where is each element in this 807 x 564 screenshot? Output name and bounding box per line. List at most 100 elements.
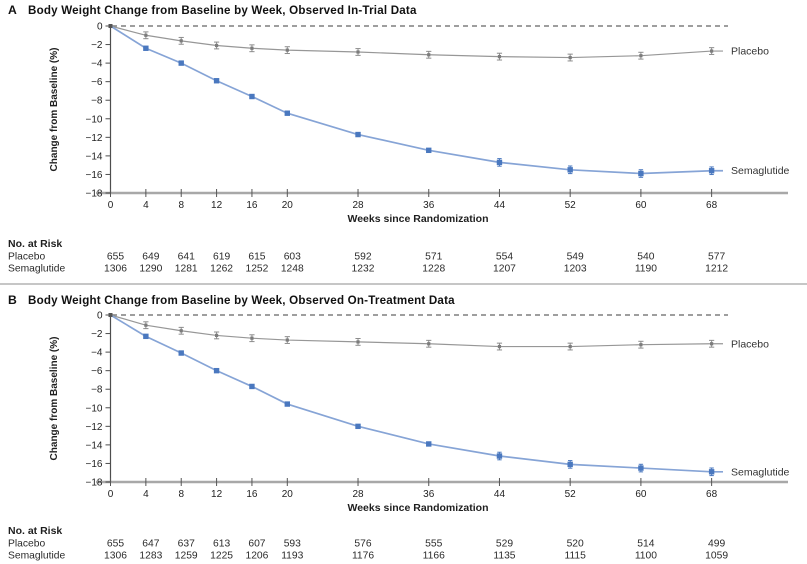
risk-count: 619 [213,252,230,263]
data-point-marker [178,60,184,66]
risk-count: 641 [178,252,195,263]
x-tick-label: 52 [565,489,577,500]
y-tick-label: −10 [86,114,103,125]
data-point-marker [708,168,715,174]
risk-count: 593 [284,539,301,550]
risk-count: 1290 [139,264,162,275]
data-point-marker [496,159,503,166]
y-tick-label: −8 [91,385,103,396]
risk-count: 1059 [705,551,728,562]
panel-b-title-text: Body Weight Change from Baseline by Week… [28,294,455,307]
risk-count: 1228 [422,264,445,275]
x-tick-label: 60 [635,489,647,500]
data-point-marker [710,342,714,346]
data-point-marker [285,338,289,342]
data-point-marker [638,170,644,177]
data-point-marker [567,461,573,468]
panel-b-title: B Body Weight Change from Baseline by Wee… [8,293,455,307]
data-point-marker [108,24,113,28]
series-line-placebo [110,314,723,348]
data-point-marker [355,131,361,138]
data-point-marker [144,33,148,37]
x-tick-label: 8 [178,489,184,500]
data-point-marker [710,49,714,53]
risk-count: 1281 [175,264,198,275]
risk-count: 576 [354,539,371,550]
risk-count: 1248 [281,264,304,275]
risk-count: 1252 [245,264,268,275]
x-tick-label: 20 [282,489,294,500]
risk-count: 1166 [423,551,445,562]
risk-count: 1283 [139,551,162,562]
data-point-marker [496,453,503,459]
x-tick-label: 36 [423,200,435,211]
data-point-marker [356,50,360,54]
data-point-marker [249,383,255,390]
y-tick-label: −16 [86,459,103,470]
data-point-marker [144,323,148,327]
data-point-marker [143,333,149,340]
data-point-marker [427,53,431,57]
risk-row-label: Semaglutide [8,551,66,562]
x-tick-label: 28 [352,489,364,500]
y-tick-label: 0 [97,311,103,322]
data-point-marker [214,333,219,338]
data-point-marker [497,55,502,59]
risk-count: 649 [142,252,159,263]
data-point-marker [708,469,715,475]
x-tick-label: 0 [108,200,114,211]
data-point-marker [568,55,572,60]
risk-count: 571 [425,252,442,263]
risk-count: 499 [708,539,725,550]
data-point-marker [568,344,572,349]
y-tick-label: −14 [86,151,103,162]
y-tick-label: −16 [86,170,103,181]
x-tick-label: 20 [282,200,294,211]
y-tick-label: −2 [91,329,103,340]
x-axis-title: Weeks since Randomization [347,213,488,225]
risk-count: 655 [107,539,124,550]
risk-count: 1135 [493,551,515,562]
risk-count: 1262 [210,264,233,275]
risk-count: 615 [248,252,265,263]
panel-divider [0,283,807,285]
x-tick-label: 4 [143,489,149,500]
series-label-semaglutide: Semaglutide [731,165,790,177]
risk-count: 1259 [175,551,198,562]
panel-a-title: A Body Weight Change from Baseline by Wee… [8,3,417,17]
risk-count: 1176 [352,551,374,562]
panel-a-letter: A [8,3,18,17]
data-point-marker [356,340,360,344]
data-point-marker [179,39,183,43]
y-tick-label: −10 [86,403,103,414]
risk-count: 520 [567,539,584,550]
y-tick-label: −6 [91,77,103,88]
x-tick-label: 60 [635,200,647,211]
y-tick-label: −4 [91,59,103,70]
data-point-marker [426,441,432,447]
risk-count: 1190 [635,264,657,275]
panel-a-title-text: Body Weight Change from Baseline by Week… [28,4,417,17]
x-tick-label: 0 [108,489,114,500]
data-point-marker [638,465,644,471]
risk-count: 1225 [210,551,233,562]
risk-count: 607 [248,539,265,550]
data-point-marker [284,110,290,116]
data-point-marker [497,344,502,349]
risk-count: 1193 [281,551,303,562]
y-tick-label: −12 [86,133,103,144]
panel-b-letter: B [8,293,18,307]
y-tick-label: −18 [86,189,103,200]
x-tick-label: 44 [494,200,506,211]
risk-count: 577 [708,252,725,263]
x-tick-label: 68 [706,489,718,500]
data-point-marker [355,423,361,430]
risk-count: 647 [142,539,159,550]
risk-row-label: Placebo [8,252,45,263]
risk-count: 1100 [635,551,657,562]
risk-count: 514 [637,539,654,550]
risk-count: 603 [284,252,301,263]
risk-row-label: Placebo [8,539,45,550]
risk-count: 529 [496,539,513,550]
